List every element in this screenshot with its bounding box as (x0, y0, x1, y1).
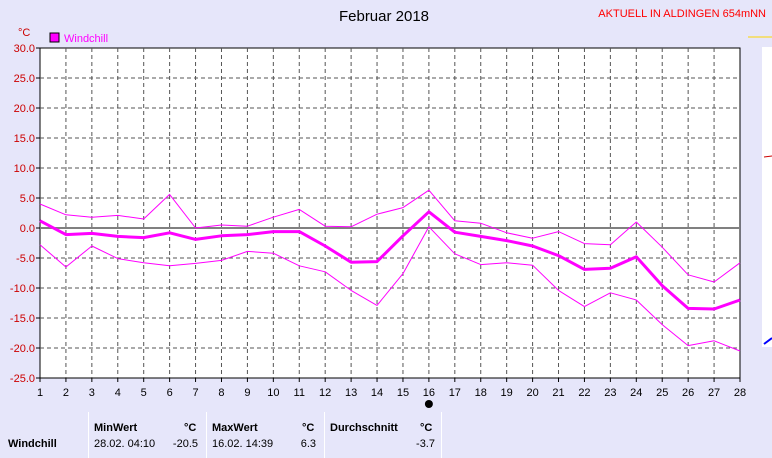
plot-area (39, 47, 741, 379)
x-tick-label: 26 (682, 387, 694, 399)
avg-header: Durchschnitt (330, 422, 398, 434)
station-label: AKTUELL IN ALDINGEN 654mNN (598, 8, 766, 20)
x-tick-label: 9 (244, 387, 250, 399)
min-value: -20.5 (172, 438, 198, 450)
x-tick-label: 15 (397, 387, 409, 399)
x-tick-label: 27 (708, 387, 720, 399)
max-header: MaxWert (212, 422, 258, 434)
statistics-panel: Windchill MinWert °C 28.02. 04:10 -20.5 … (0, 412, 772, 458)
series-line-max (39, 189, 741, 283)
current-day-marker (424, 400, 433, 408)
series-line-min (39, 226, 741, 352)
y-tick-label: 25.0 (14, 73, 35, 85)
stats-divider (324, 412, 325, 458)
x-tick-label: 7 (192, 387, 198, 399)
y-tick-label: 10.0 (14, 163, 35, 175)
x-tick-label: 16 (423, 387, 435, 399)
y-tick-label: -20.0 (10, 343, 35, 355)
y-tick-label: -5.0 (16, 253, 35, 265)
max-time: 16.02. 14:39 (212, 438, 274, 450)
x-tick-label: 4 (115, 387, 121, 399)
x-axis: 1 2 3 4 5 6 7 8 9 10 11 12 13 14 15 16 17 18 19 20 21 22 23 24 2… (37, 378, 746, 408)
x-tick-label: 2 (63, 387, 69, 399)
x-tick-label: 14 (371, 387, 383, 399)
stats-divider (88, 412, 89, 458)
x-tick-label: 13 (345, 387, 357, 399)
y-axis: 30.0 25.0 20.0 15.0 10.0 5.0 0.0 -5.0 -10.0 -15.0… (10, 43, 40, 385)
x-tick-label: 18 (475, 387, 487, 399)
x-tick-label: 19 (501, 387, 513, 399)
y-tick-label: 0.0 (20, 223, 35, 235)
y-tick-label: 20.0 (14, 103, 35, 115)
x-tick-label: 20 (526, 387, 538, 399)
x-tick-label: 6 (167, 387, 173, 399)
x-tick-label: 24 (630, 387, 642, 399)
legend: Windchill (49, 32, 108, 45)
fragment-panel (762, 47, 772, 347)
stats-row-label: Windchill (8, 438, 57, 450)
stats-divider (206, 412, 207, 458)
series-line-mean (39, 210, 741, 311)
chart-title: Februar 2018 (339, 8, 429, 25)
series-layer (39, 189, 741, 352)
fragment-line-blue (763, 337, 772, 345)
y-tick-label: -15.0 (10, 313, 35, 325)
x-tick-label: 11 (294, 387, 305, 399)
avg-value: -3.7 (416, 438, 435, 450)
x-tick-label: 1 (37, 387, 43, 399)
y-tick-label: -25.0 (10, 373, 35, 385)
legend-label: Windchill (64, 33, 108, 45)
y-tick-label: 30.0 (14, 43, 35, 55)
x-tick-label: 21 (552, 387, 564, 399)
x-tick-label: 22 (578, 387, 590, 399)
right-edge-fragment (748, 36, 772, 347)
min-unit: °C (184, 422, 197, 434)
stats-divider (441, 412, 442, 458)
y-tick-label: -10.0 (10, 283, 35, 295)
x-tick-label: 12 (319, 387, 331, 399)
max-unit: °C (302, 422, 315, 434)
y-tick-label: 15.0 (14, 133, 35, 145)
x-tick-label: 10 (267, 387, 279, 399)
x-tick-label: 3 (89, 387, 95, 399)
x-tick-label: 25 (656, 387, 668, 399)
x-tick-label: 17 (449, 387, 461, 399)
grid (40, 48, 740, 378)
legend-swatch (49, 32, 60, 43)
x-tick-label: 5 (141, 387, 147, 399)
y-tick-label: 5.0 (20, 193, 35, 205)
x-tick-label: 23 (604, 387, 616, 399)
x-tick-label: 28 (734, 387, 746, 399)
max-value: 6.3 (300, 438, 316, 450)
fragment-line-red (763, 155, 772, 158)
avg-unit: °C (420, 422, 433, 434)
min-time: 28.02. 04:10 (94, 438, 156, 450)
y-axis-unit: °C (18, 27, 30, 39)
min-header: MinWert (94, 422, 138, 434)
x-tick-label: 8 (218, 387, 224, 399)
windchill-chart: Februar 2018 AKTUELL IN ALDINGEN 654mNN … (10, 8, 772, 408)
